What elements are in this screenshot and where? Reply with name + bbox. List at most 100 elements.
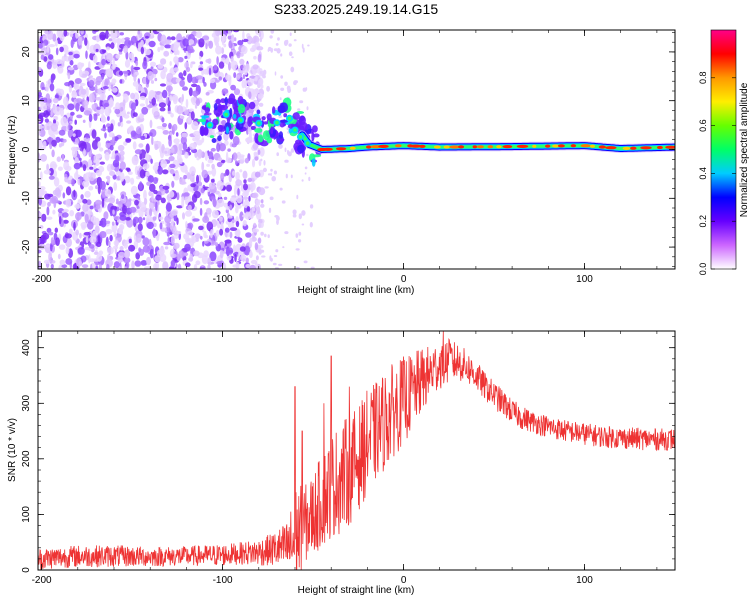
noise-blob [39,171,43,181]
y-tick-label: 200 [21,450,32,467]
noise-blob [82,203,89,213]
noise-blob [109,145,114,151]
noise-blob [218,76,222,81]
noise-blob [75,212,82,221]
noise-blob [99,93,106,101]
noise-blob [67,72,71,80]
noise-blob [292,209,297,215]
noise-blob [42,140,47,149]
ridge-peak [472,145,477,149]
noise-blob [135,233,142,243]
noise-blob [98,263,102,269]
noise-blob [282,246,285,249]
noise-blob [236,50,241,59]
noise-blob [164,215,172,224]
noise-blob [185,262,191,268]
noise-blob [44,118,50,123]
noise-blob [150,95,154,99]
noise-blob [62,138,67,143]
noise-blob [169,95,173,102]
spectrogram-xlabel: Height of straight line (km) [298,285,415,296]
noise-blob [59,259,66,265]
noise-blob [254,76,258,82]
noise-blob [237,237,243,243]
noise-blob [145,35,149,39]
noise-blob [168,137,172,147]
noise-blob [275,249,279,253]
noise-blob [91,129,97,139]
noise-blob [298,213,302,220]
x-tick-label: -200 [32,274,52,285]
noise-blob [168,122,172,130]
noise-blob [149,61,157,67]
transition-node-core [293,128,297,132]
noise-blob [137,42,141,52]
noise-blob [215,30,221,37]
noise-blob [193,190,201,199]
noise-blob [128,198,132,202]
noise-blob [96,106,101,110]
noise-blob [233,72,237,79]
noise-blob [139,95,146,100]
noise-blob [137,223,143,232]
noise-blob [209,229,213,239]
noise-blob [216,260,224,265]
noise-blob [235,261,240,269]
noise-blob [71,178,75,187]
noise-blob [187,222,194,230]
noise-blob [285,39,289,45]
noise-blob [55,237,60,247]
noise-blob [95,185,98,190]
noise-blob [308,176,311,182]
noise-blob [134,199,139,206]
noise-blob [118,51,123,55]
noise-blob [113,136,119,142]
noise-blob [232,30,240,33]
noise-blob [267,48,270,52]
noise-blob [191,76,198,84]
noise-blob [205,207,212,215]
noise-blob [70,146,77,152]
noise-blob [138,143,144,148]
ridge-peak [580,144,591,148]
noise-blob [269,196,274,201]
noise-blob [59,46,64,53]
noise-blob [168,266,174,269]
noise-blob [151,136,154,146]
noise-blob [303,260,308,264]
noise-blob [182,212,185,220]
noise-blob [229,227,238,232]
noise-blob [38,132,41,136]
noise-blob [139,153,143,160]
transition-blob [311,158,316,167]
noise-blob [88,93,95,103]
noise-blob [58,244,66,250]
noise-blob [88,79,95,87]
noise-blob [113,240,120,246]
transition-blob [270,126,274,135]
noise-blob [52,97,59,104]
noise-blob [54,227,58,233]
noise-blob [218,61,225,69]
noise-blob [108,38,113,42]
ridge-peak [640,146,652,150]
noise-blob [210,147,216,152]
transition-node-core [238,118,243,122]
snr-ylabel: SNR (10 * v/v) [7,418,18,482]
noise-blob [217,198,225,208]
noise-blob [80,30,84,35]
noise-blob [210,196,216,200]
noise-blob [208,67,212,76]
ridge-peak [532,144,537,148]
noise-blob [191,236,197,244]
noise-blob [104,197,110,203]
noise-blob [73,162,81,170]
noise-blob [278,263,283,266]
noise-blob [38,181,41,187]
noise-blob [189,142,197,150]
noise-blob [128,238,132,244]
noise-blob [92,154,100,164]
noise-blob [85,50,88,59]
noise-blob [249,264,256,269]
